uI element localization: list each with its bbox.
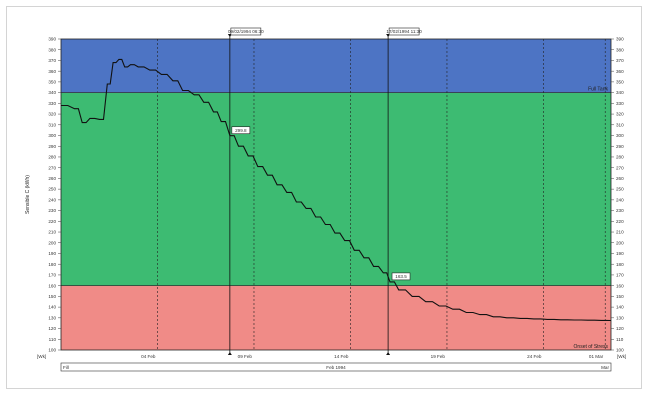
y-tick-label-left: 390: [48, 37, 56, 42]
x-tick-label: 01 Mar: [589, 354, 604, 359]
y-tick-label-left: 240: [48, 197, 56, 202]
y-tick-label-right: 330: [616, 101, 624, 106]
x-tick-label: 19 Feb: [431, 354, 446, 359]
zone-band: [61, 92, 611, 286]
y-tick-label-left: 330: [48, 101, 56, 106]
x-range-label-right: [Wk]: [617, 354, 626, 359]
cursor-marker-bottom: [227, 352, 232, 355]
y-tick-label-left: 270: [48, 165, 56, 170]
y-tick-label-right: 270: [616, 165, 624, 170]
y-tick-label-right: 360: [616, 69, 624, 74]
x-tick-label: 09 Feb: [238, 354, 253, 359]
y-tick-label-right: 290: [616, 144, 624, 149]
y-tick-label-right: 120: [616, 326, 624, 331]
y-tick-label-right: 300: [616, 133, 624, 138]
y-tick-label-right: 350: [616, 79, 624, 84]
cursor-label-box: [388, 27, 420, 36]
y-tick-label-left: 290: [48, 144, 56, 149]
y-tick-label-right: 380: [616, 47, 624, 52]
y-tick-label-left: 250: [48, 187, 56, 192]
callout-box: [231, 126, 251, 135]
y-tick-label-left: 230: [48, 208, 56, 213]
x-axis-label: Feb 1994: [326, 365, 346, 370]
y-tick-label-right: 210: [616, 230, 624, 235]
zone-band: [61, 39, 611, 93]
y-tick-label-right: 390: [616, 37, 624, 42]
zone-band: [61, 285, 611, 350]
y-tick-label-left: 380: [48, 47, 56, 52]
y-tick-label-right: 200: [616, 240, 624, 245]
y-tick-label-right: 320: [616, 112, 624, 117]
y-tick-label-right: 220: [616, 219, 624, 224]
month-bar-left-label: Fill: [63, 365, 69, 370]
cursor-label: 17/02/1994 11:30: [386, 29, 422, 34]
y-tick-label-right: 110: [616, 337, 624, 342]
month-bar-right-label: Mar: [601, 365, 609, 370]
y-tick-label-right: 310: [616, 122, 624, 127]
y-tick-label-left: 150: [48, 294, 56, 299]
y-tick-label-right: 150: [616, 294, 624, 299]
zone-label: Onset of Stress: [574, 344, 609, 350]
y-tick-label-right: 230: [616, 208, 624, 213]
x-tick-label: 24 Feb: [527, 354, 542, 359]
y-tick-label-left: 300: [48, 133, 56, 138]
chart-frame: Full Tank Onset of Stress 100 100 110 110 120 1…: [6, 6, 642, 389]
y-tick-label-right: 170: [616, 273, 624, 278]
y-tick-label-left: 130: [48, 315, 56, 320]
y-tick-label-right: 280: [616, 155, 624, 160]
y-tick-label-left: 160: [48, 283, 56, 288]
y-tick-label-left: 310: [48, 122, 56, 127]
month-bar: [60, 362, 612, 372]
y-tick-label-left: 170: [48, 273, 56, 278]
y-axis-label: Sensible C (kWh): [25, 175, 31, 214]
y-tick-label-right: 140: [616, 305, 624, 310]
y-tick-label-right: 370: [616, 58, 624, 63]
y-tick-label-left: 320: [48, 112, 56, 117]
y-tick-label-right: 240: [616, 197, 624, 202]
y-tick-label-left: 260: [48, 176, 56, 181]
y-tick-label-right: 190: [616, 251, 624, 256]
y-tick-label-right: 340: [616, 90, 624, 95]
y-tick-label-left: 190: [48, 251, 56, 256]
y-tick-label-right: 100: [616, 348, 624, 353]
callout-label: 163.5: [395, 274, 407, 279]
cursor-label: 09/02/1994 06:30: [228, 29, 264, 34]
y-tick-label-left: 200: [48, 240, 56, 245]
y-tick-label-left: 360: [48, 69, 56, 74]
x-range-label-left: [Wk]: [37, 354, 46, 359]
y-tick-label-left: 140: [48, 305, 56, 310]
x-tick-label: 14 Feb: [334, 354, 349, 359]
sensible-c-chart: Full Tank Onset of Stress 100 100 110 110 120 1…: [25, 27, 626, 372]
y-tick-label-right: 250: [616, 187, 624, 192]
y-tick-label-left: 280: [48, 155, 56, 160]
zone-label: Full Tank: [588, 87, 608, 93]
y-tick-label-left: 180: [48, 262, 56, 267]
y-tick-label-left: 210: [48, 230, 56, 235]
callout-label: 299.8: [235, 128, 247, 133]
y-tick-label-left: 350: [48, 79, 56, 84]
y-tick-label-left: 120: [48, 326, 56, 331]
y-tick-label-right: 260: [616, 176, 624, 181]
y-tick-label-left: 100: [48, 348, 56, 353]
y-tick-label-right: 130: [616, 315, 624, 320]
series-line: [61, 58, 612, 322]
y-tick-label-left: 340: [48, 90, 56, 95]
plot-border: [60, 38, 612, 351]
y-tick-label-left: 370: [48, 58, 56, 63]
y-tick-label-right: 160: [616, 283, 624, 288]
y-tick-label-right: 180: [616, 262, 624, 267]
cursor-marker-bottom: [386, 352, 391, 355]
cursor-label-box: [230, 27, 262, 36]
y-tick-label-left: 110: [49, 337, 57, 342]
y-tick-label-left: 220: [48, 219, 56, 224]
x-tick-label: 04 Feb: [141, 354, 156, 359]
callout-box: [391, 272, 411, 281]
